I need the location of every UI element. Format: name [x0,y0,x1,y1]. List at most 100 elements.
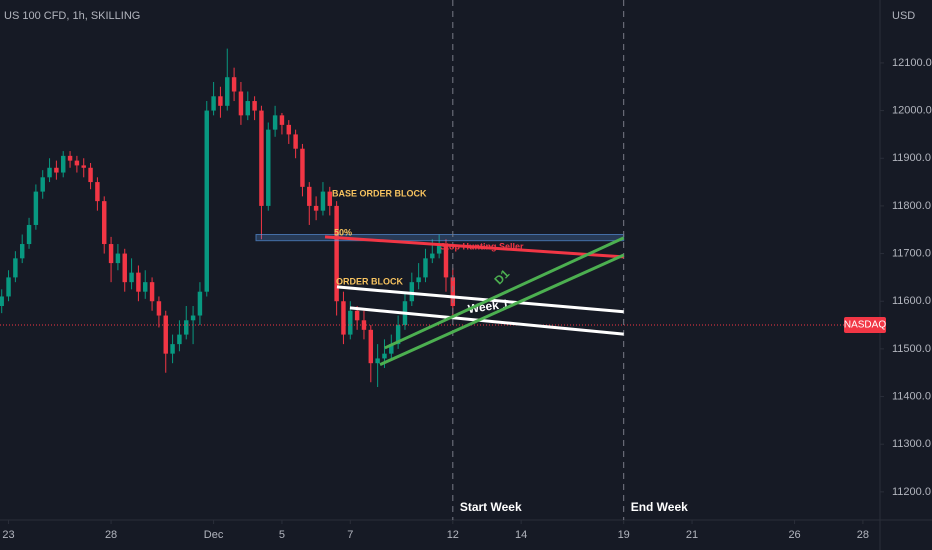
candle-body [286,124,291,135]
candle-body [382,353,387,359]
candle-body [416,277,421,283]
candle-body [238,91,244,116]
x-tick-label: 21 [686,529,698,541]
candle-body [102,201,107,245]
candle-body [218,96,223,106]
x-tick-label: 28 [105,529,117,541]
y-tick-label: 11500.0 [892,343,931,355]
candle-body [245,101,250,116]
candle-body [368,329,374,364]
trend-line [379,253,625,366]
candle-body [354,310,360,321]
annotation: 50% [334,227,352,237]
y-unit: USD [892,10,915,22]
candle-body [204,110,209,292]
candle-body [430,253,435,259]
candle-body [6,277,11,297]
candle-body [259,110,264,206]
candle-body [307,186,312,206]
y-tick-label: 11200.0 [892,486,931,498]
trend-line [324,235,624,259]
candle-body [423,258,428,278]
candle-body [129,272,134,283]
candle-body [252,101,257,111]
candle-body [108,244,114,264]
candle-body [272,115,278,130]
session-label: Start Week [460,500,522,514]
candle-body [19,244,25,259]
candle-body [184,320,189,335]
x-tick-label: 7 [347,529,353,541]
candle-body [211,96,216,111]
x-tick-label: 28 [857,529,869,541]
candle-body [313,205,319,211]
candle-body [197,291,203,316]
candle-body [389,344,394,354]
session-label: End Week [631,500,688,514]
candle-body [266,129,271,206]
candle-body [122,253,127,283]
candle-body [320,191,326,211]
x-tick-label: 14 [515,529,527,541]
x-tick-label: 26 [788,529,800,541]
y-tick-label: 12100.0 [892,57,932,69]
y-tick-label: 11400.0 [892,390,931,402]
candle-body [74,160,80,166]
x-tick-label: 19 [618,529,630,541]
candle-body [443,244,449,278]
candle-body [33,191,39,225]
x-tick-label: 5 [279,529,285,541]
candle-body [163,315,168,354]
trend-line [349,306,624,336]
y-tick-label: 11600.0 [892,295,931,307]
candle-body [26,224,32,245]
candle-body [341,301,346,335]
candle-body [13,258,18,278]
y-tick-label: 11800.0 [892,200,931,212]
trend-line [384,236,625,350]
candle-body [0,296,4,306]
candle-body [375,358,380,364]
x-tick-label: 12 [447,529,459,541]
candle-body [81,165,86,168]
candle-body [54,167,59,173]
candle-body [177,334,182,345]
chart-title: US 100 CFD, 1h, SKILLING [4,10,140,22]
annotation: ORDER BLOCK [336,276,403,286]
candle-body [156,301,162,316]
candle-body [61,155,66,173]
candle-body [409,282,415,302]
candle-body [95,182,100,202]
drawing-label: D1 [491,266,512,287]
candle-body [300,148,305,187]
candle-body [40,177,45,192]
candle-body [334,205,339,302]
candle-body [348,310,353,335]
candle-body [149,282,155,302]
x-tick-label: 23 [2,529,14,541]
candle-body [47,167,52,178]
y-tick-label: 11300.0 [892,438,931,450]
candle-body [279,115,285,125]
trend-line [336,285,624,314]
candle-body [293,134,298,149]
y-tick-label: 11700.0 [892,247,931,259]
order-block-zone [255,234,625,242]
price-label-box [844,317,886,334]
candle-body [115,253,121,264]
candle-body [225,77,230,106]
candle-body [395,325,401,345]
annotation: BASE ORDER BLOCK [332,188,427,198]
candle-body [327,191,333,206]
candle-body [436,244,442,254]
candle-body [231,77,237,92]
y-tick-label: 12000.0 [892,104,932,116]
drawing-label: Stop Hunting Seller [440,241,524,251]
candle-body [170,344,175,354]
candle-body [190,315,196,321]
y-tick-label: 11900.0 [892,152,931,164]
candle-body [67,155,73,161]
candle-body [136,272,141,292]
price-label: NASDAQ [844,320,886,331]
